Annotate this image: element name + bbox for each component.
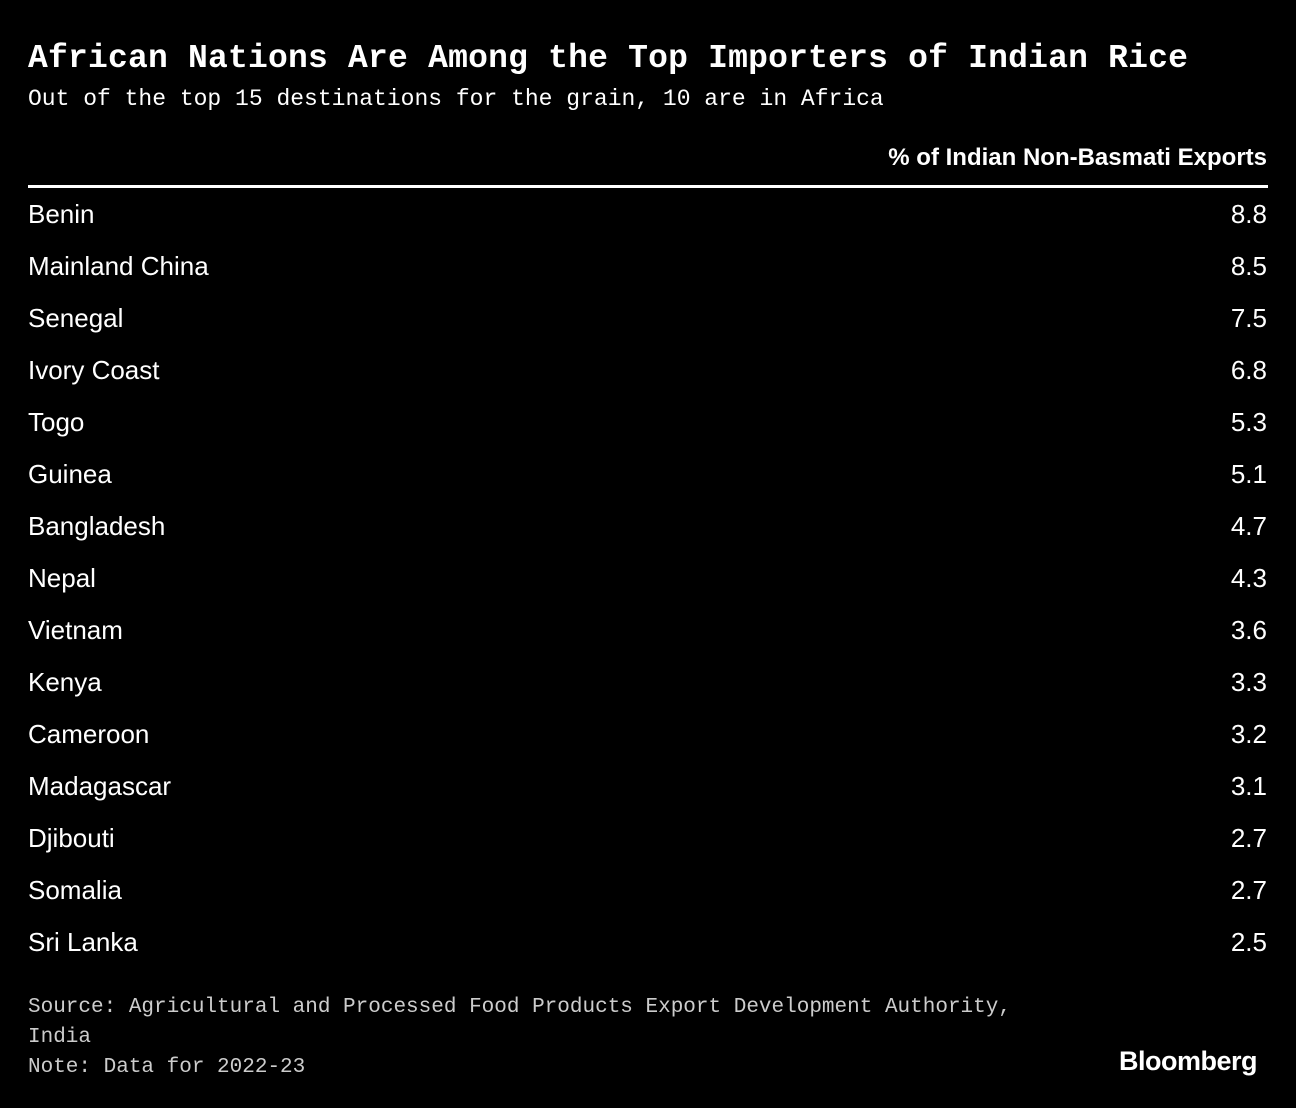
country-cell: Somalia — [28, 875, 122, 905]
value-cell: 2.5 — [1230, 927, 1267, 957]
value-cell: 7.5 — [1230, 303, 1267, 333]
country-cell: Bangladesh — [28, 511, 166, 541]
country-cell: Sri Lanka — [28, 927, 138, 957]
value-cell: 3.3 — [1230, 667, 1267, 697]
value-cell: 3.6 — [1230, 615, 1267, 645]
country-cell: Vietnam — [28, 615, 123, 645]
country-cell: Kenya — [28, 667, 102, 697]
country-cell: Guinea — [28, 459, 112, 489]
value-cell: 4.7 — [1230, 511, 1267, 541]
country-cell: Madagascar — [28, 771, 172, 801]
value-cell: 2.7 — [1230, 823, 1267, 853]
subtitle: Out of the top 15 destinations for the g… — [28, 86, 884, 112]
country-cell: Djibouti — [28, 823, 115, 853]
value-cell: 5.3 — [1230, 407, 1267, 437]
value-cell: 5.1 — [1230, 459, 1267, 489]
country-cell: Togo — [28, 407, 85, 437]
note: Note: Data for 2022-23 — [28, 1056, 306, 1079]
value-cell: 4.3 — [1230, 563, 1267, 593]
value-cell: 8.5 — [1230, 251, 1267, 281]
country-cell: Ivory Coast — [28, 355, 160, 385]
country-cell: Nepal — [28, 563, 96, 593]
value-cell: 3.2 — [1230, 719, 1267, 749]
value-cell: 8.8 — [1230, 199, 1267, 229]
source: Source: Agricultural and Processed Food … — [28, 996, 1011, 1049]
value-cell: 6.8 — [1230, 355, 1267, 385]
logo: Bloomberg — [1118, 1046, 1258, 1076]
header-rule — [28, 185, 1268, 188]
country-cell: Senegal — [28, 303, 124, 333]
country-cell: Mainland China — [28, 251, 209, 281]
title: African Nations Are Among the Top Import… — [28, 40, 1189, 77]
column-header: % of Indian Non-Basmati Exports — [888, 144, 1267, 171]
country-cell: Cameroon — [28, 719, 150, 749]
country-cell: Benin — [28, 199, 95, 229]
value-cell: 2.7 — [1230, 875, 1267, 905]
value-cell: 3.1 — [1230, 771, 1267, 801]
